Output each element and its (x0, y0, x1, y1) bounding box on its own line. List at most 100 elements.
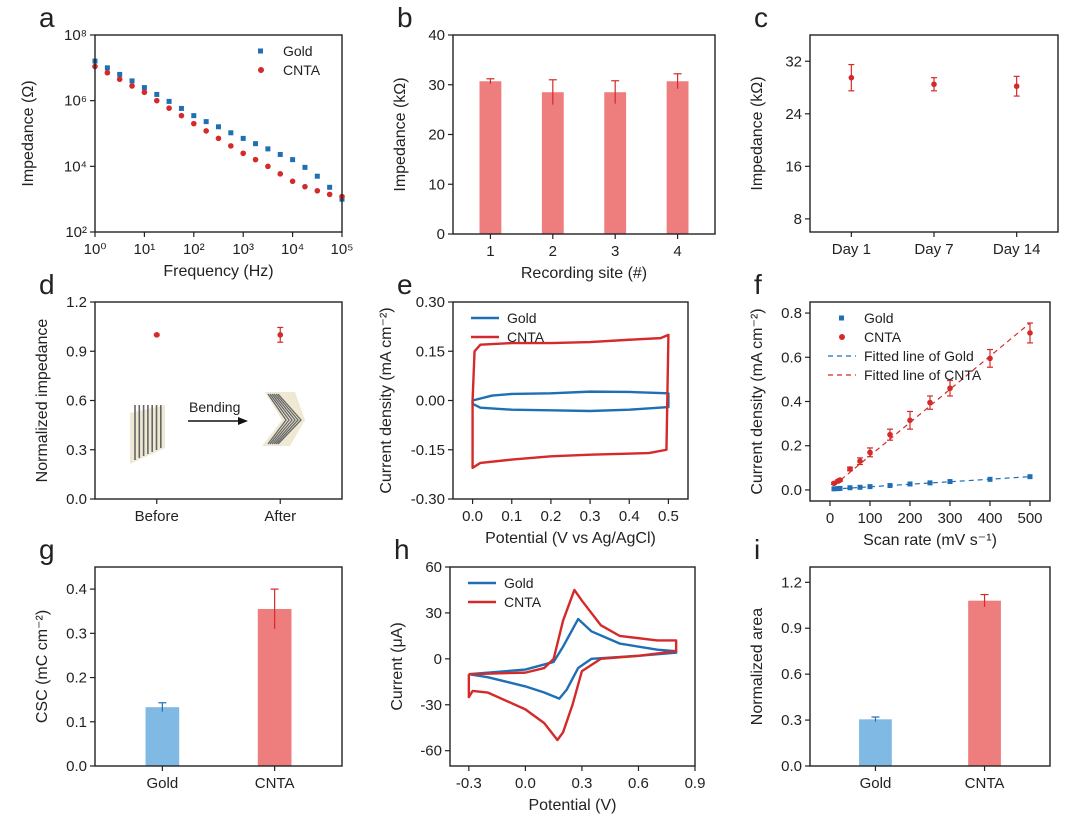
x-tick-label: 400 (977, 510, 1002, 527)
data-point (1013, 83, 1020, 90)
panel-label: f (754, 269, 762, 300)
plot-frame (449, 566, 696, 767)
electrode-trace (275, 393, 299, 445)
panel-e: e 0.0 0.1 0.2 0.3 0.4 0.5 -0.30 -0.15 0.00 0.15 0.3… (378, 269, 689, 547)
plot-frame (809, 301, 1051, 502)
data-point (228, 143, 234, 149)
y-tick-label: 10⁶ (64, 93, 87, 110)
x-tick-label: Day 7 (914, 241, 953, 258)
data-point (154, 91, 160, 97)
data-point (847, 485, 853, 491)
bar (604, 92, 627, 235)
y-tick-label: 60 (425, 559, 442, 576)
y-tick-label: 0.1 (66, 714, 87, 731)
y-tick-label: 0 (437, 226, 445, 243)
legend-label: Gold (504, 575, 534, 591)
y-tick-label: 30 (428, 77, 445, 94)
y-tick-label: -30 (420, 697, 442, 714)
x-tick-label: 200 (897, 510, 922, 527)
data-point (252, 156, 259, 163)
legend-swatch (258, 48, 263, 54)
y-tick-label: 40 (428, 27, 445, 44)
x-axis-label: Recording site (#) (521, 265, 647, 282)
y-tick-label: 0.0 (66, 758, 87, 775)
legend-label: Fitted line of CNTA (864, 367, 982, 383)
legend-swatch (839, 334, 845, 340)
x-tick-label: 4 (673, 243, 681, 260)
x-tick-label: 0.4 (619, 508, 640, 525)
x-tick-label: Day 14 (993, 241, 1041, 258)
series-line (468, 617, 678, 700)
bar (257, 609, 292, 766)
x-tick-label: 2 (549, 243, 557, 260)
y-axis-label: Normalized impedance (34, 319, 51, 483)
data-point (302, 164, 308, 170)
data-point (1027, 330, 1033, 336)
data-point (253, 141, 259, 147)
y-tick-label: 8 (794, 211, 802, 228)
data-point (166, 105, 172, 111)
y-tick-label: 0.6 (66, 393, 87, 410)
y-tick-label: 0.8 (781, 305, 802, 322)
data-point (203, 119, 209, 125)
y-tick-label: 0.0 (781, 482, 802, 499)
y-tick-label: 1.2 (781, 574, 802, 591)
bar (479, 81, 502, 234)
bending-label: Bending (189, 399, 240, 415)
data-point (277, 332, 284, 338)
y-axis-label: Normalized area (749, 608, 766, 725)
x-tick-label: 0.2 (540, 508, 561, 525)
data-point (240, 135, 246, 141)
data-point (129, 78, 135, 84)
panel-label: b (397, 2, 413, 33)
y-tick-label: 0.30 (416, 294, 445, 311)
x-tick-label: 0.5 (658, 508, 679, 525)
arrow-head (238, 417, 248, 425)
plot-frame (809, 34, 1059, 233)
data-point (116, 76, 123, 83)
y-tick-label: 0 (434, 651, 442, 668)
y-axis-label: Current density (mA cm⁻²) (378, 307, 395, 493)
data-point (240, 150, 246, 157)
x-tick-label: 0.3 (571, 775, 592, 792)
x-tick-label: 0.3 (580, 508, 601, 525)
legend-label: CNTA (507, 329, 545, 345)
legend-label: CNTA (504, 594, 542, 610)
data-point (847, 466, 853, 472)
y-axis-label: Impedance (kΩ) (749, 76, 766, 190)
x-tick-label: -0.3 (456, 775, 482, 792)
data-point (931, 81, 937, 88)
data-point (326, 191, 333, 198)
data-point (215, 124, 221, 130)
panel-c: c Day 1 Day 7 Day 14 8 16 24 32 Impedance (kΩ) (749, 2, 1059, 258)
panel-a: a 10⁰ 10¹ 10² 10³ 10⁴ 10⁵ 10² 10⁴ 10⁶ 10⁸ Frequency… (20, 2, 353, 280)
x-tick-label: 0 (826, 510, 834, 527)
data-point (104, 69, 111, 76)
y-axis-label: Impedance (Ω) (20, 80, 37, 186)
data-point (215, 135, 222, 142)
y-tick-label: 16 (785, 158, 802, 175)
data-point (837, 477, 843, 483)
data-point (947, 385, 953, 392)
y-tick-label: 0.3 (781, 712, 802, 729)
y-tick-label: -0.30 (411, 491, 445, 508)
x-tick-label: 0.0 (462, 508, 483, 525)
x-tick-label: 3 (611, 243, 619, 260)
data-point (277, 151, 283, 157)
bar (859, 719, 892, 766)
data-point (848, 74, 855, 81)
data-point (153, 332, 160, 338)
x-tick-label: CNTA (965, 775, 1005, 792)
x-tick-label: 100 (857, 510, 882, 527)
series-line (467, 588, 678, 742)
legend-label: Gold (283, 43, 313, 59)
y-tick-label: 0.3 (66, 625, 87, 642)
y-tick-label: 24 (785, 106, 802, 123)
series-line (471, 390, 670, 413)
y-tick-label: 0.2 (781, 438, 802, 455)
bar (666, 81, 689, 234)
data-point (141, 85, 147, 91)
x-axis-label: Scan rate (mV s⁻¹) (863, 532, 997, 549)
x-tick-label: After (264, 508, 296, 525)
